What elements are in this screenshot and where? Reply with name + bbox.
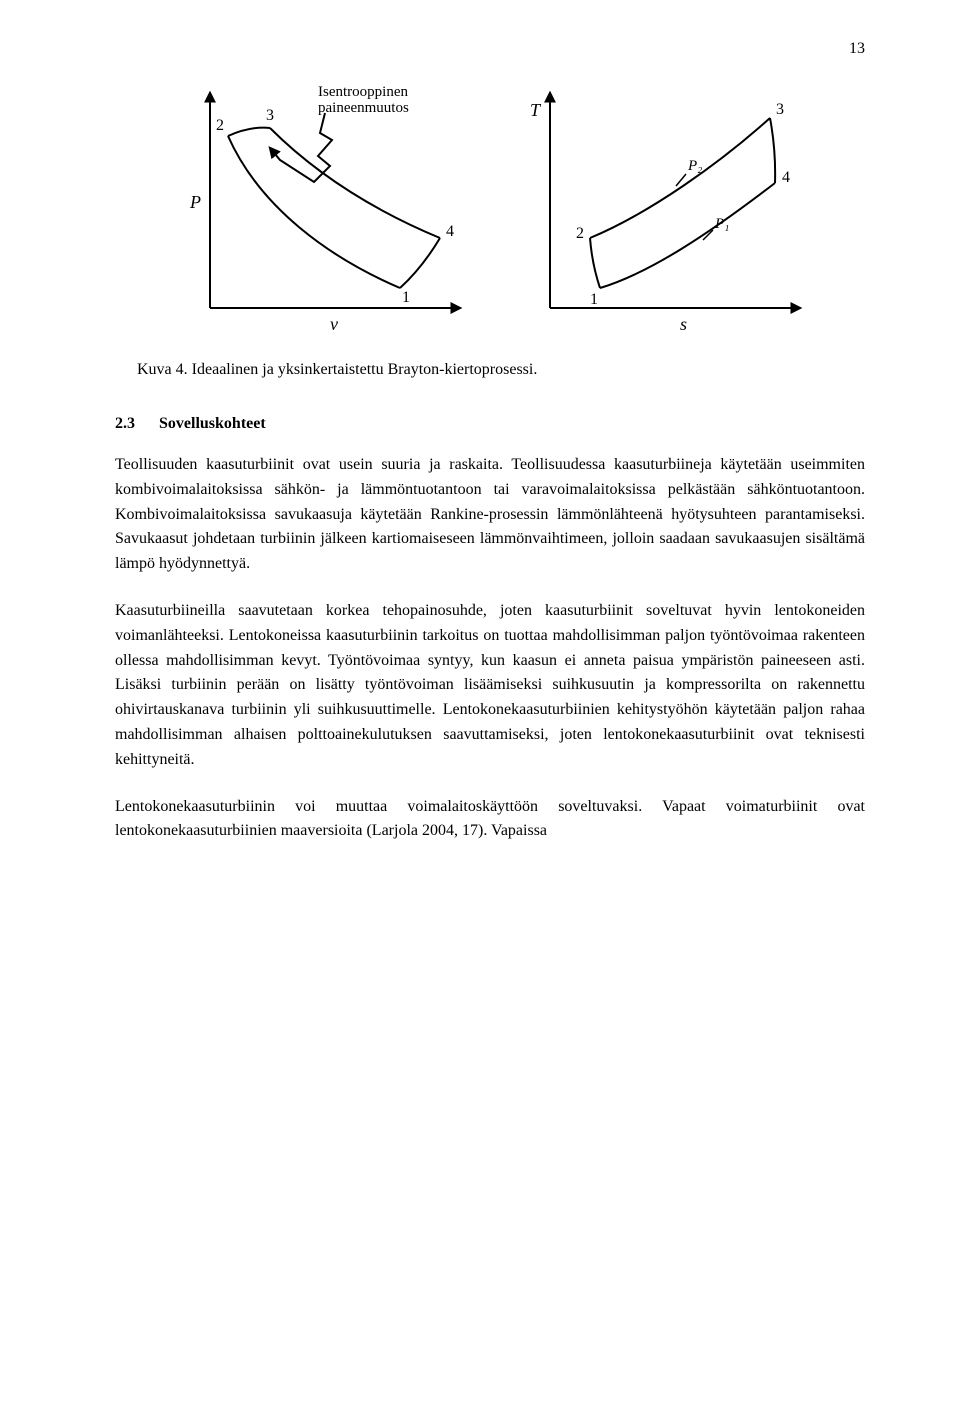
point-4-label: 4	[446, 223, 454, 240]
point-2-label: 2	[216, 117, 224, 134]
zigzag-arrow	[270, 113, 332, 182]
point-1-label: 1	[402, 289, 410, 306]
point-1-label: 1	[590, 291, 598, 308]
curve-2-3	[228, 128, 270, 136]
curve-1-2	[228, 136, 400, 288]
point-3-label: 3	[266, 107, 274, 124]
curve-3-4	[270, 128, 440, 238]
curve-2-3	[590, 118, 770, 238]
point-2-label: 2	[576, 225, 584, 242]
curve-1-2	[590, 238, 600, 288]
p2-label: P₂	[687, 158, 702, 174]
x-axis-label: s	[680, 314, 687, 334]
page-number: 13	[115, 40, 865, 58]
figure-row: P v Isentrooppinen paineenmuutos 1 2 3 4	[115, 78, 865, 343]
curve-4-1	[600, 183, 775, 288]
y-axis-label: T	[530, 100, 542, 120]
ts-diagram: T s P₂ P₁ 1 2 3 4	[510, 78, 810, 343]
curve-3-4	[770, 118, 775, 183]
point-3-label: 3	[776, 101, 784, 118]
figure-caption: Kuva 4. Ideaalinen ja yksinkertaistettu …	[137, 361, 865, 379]
y-axis-label: P	[189, 192, 201, 212]
section-number: 2.3	[115, 415, 135, 433]
point-4-label: 4	[782, 169, 790, 186]
section-heading: 2.3 Sovelluskohteet	[115, 415, 865, 433]
paragraph-3: Lentokonekaasuturbiinin voi muuttaa voim…	[115, 795, 865, 845]
pv-diagram: P v Isentrooppinen paineenmuutos 1 2 3 4	[170, 78, 470, 343]
p1-label: P₁	[714, 216, 729, 232]
annotation-line2: paineenmuutos	[318, 100, 409, 116]
paragraph-1: Teollisuuden kaasuturbiinit ovat usein s…	[115, 453, 865, 577]
paragraph-2: Kaasuturbiineilla saavutetaan korkea teh…	[115, 599, 865, 773]
annotation-line1: Isentrooppinen	[318, 84, 408, 100]
curve-4-1	[400, 238, 440, 288]
section-title: Sovelluskohteet	[159, 415, 266, 432]
x-axis-label: v	[330, 314, 338, 334]
